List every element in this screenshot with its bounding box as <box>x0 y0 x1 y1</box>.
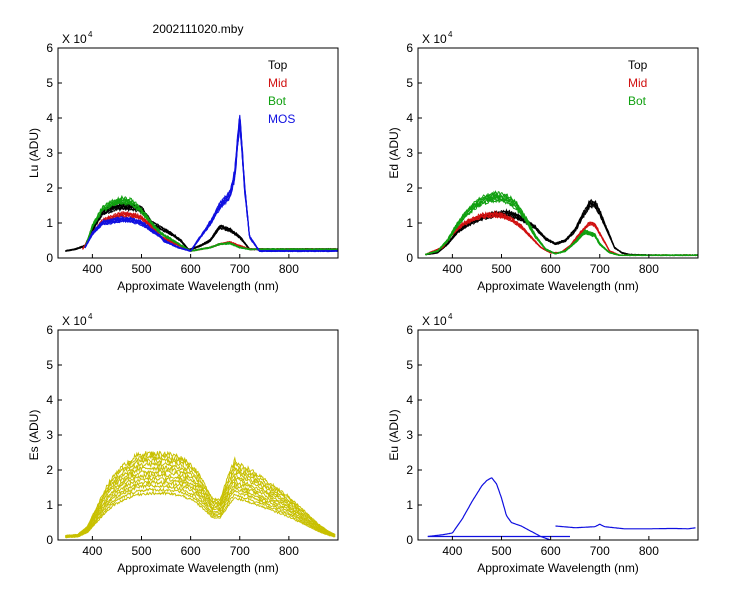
eu-xlabel: Approximate Wavelength (nm) <box>477 561 639 575</box>
ed-ytick-label-5: 5 <box>406 76 413 90</box>
lu-ytick-label-4: 4 <box>46 111 53 125</box>
lu-xtick-label-0: 400 <box>82 262 102 276</box>
es-ytick-label-3: 3 <box>46 428 53 442</box>
lu-legend-top: Top <box>268 58 288 72</box>
es-xtick-label-2: 600 <box>181 544 201 558</box>
es-xtick-label-4: 800 <box>279 544 299 558</box>
ed-xtick-label-4: 800 <box>639 262 659 276</box>
lu-legend-mos: MOS <box>268 112 295 126</box>
ed-ylabel: Ed (ADU) <box>387 127 401 178</box>
eu-series-eu-nir-line-0 <box>555 523 696 530</box>
es-xtick-label-3: 700 <box>230 544 250 558</box>
ed-ytick-label-2: 2 <box>406 181 413 195</box>
eu-ytick-label-1: 1 <box>406 498 413 512</box>
eu-yexponent-power: 4 <box>448 312 453 321</box>
eu-ytick-label-3: 3 <box>406 428 413 442</box>
eu-ylabel: Eu (ADU) <box>387 409 401 460</box>
ed-yexponent-power: 4 <box>448 30 453 39</box>
ed-series-bot-line-6 <box>425 190 698 256</box>
eu-ytick-label-4: 4 <box>406 393 413 407</box>
eu-xtick-label-2: 600 <box>541 544 561 558</box>
es-series-es-line-11 <box>65 450 336 537</box>
lu-ytick-label-5: 5 <box>46 76 53 90</box>
ed-xtick-label-0: 400 <box>442 262 462 276</box>
eu-xtick-label-4: 800 <box>639 544 659 558</box>
lu-ytick-label-0: 0 <box>46 251 53 265</box>
eu-ytick-label-6: 6 <box>406 323 413 337</box>
lu-yexponent-base: X 10 <box>62 32 87 46</box>
es-yexponent-base: X 10 <box>62 314 87 328</box>
ed-legend-top: Top <box>628 58 648 72</box>
ed-ytick-label-3: 3 <box>406 146 413 160</box>
es-ytick-label-1: 1 <box>46 498 53 512</box>
es-series-es-line-4 <box>65 476 336 538</box>
lu-plot-area <box>65 114 338 253</box>
es-series-es-line-8 <box>65 460 336 537</box>
eu-xtick-label-3: 700 <box>590 544 610 558</box>
lu-ytick-label-3: 3 <box>46 146 53 160</box>
ed-ytick-label-6: 6 <box>406 41 413 55</box>
es-series-es-line-6 <box>65 468 336 537</box>
lu-ytick-label-1: 1 <box>46 216 53 230</box>
es-ytick-label-2: 2 <box>46 463 53 477</box>
es-plot-area <box>65 450 336 539</box>
es-ylabel: Es (ADU) <box>27 410 41 461</box>
es-series-es-line-2 <box>65 483 336 538</box>
lu-series-bot-line-4 <box>84 194 338 252</box>
lu-ylabel: Lu (ADU) <box>27 128 41 178</box>
lu-xtick-label-3: 700 <box>230 262 250 276</box>
lu-xlabel: Approximate Wavelength (nm) <box>117 279 279 293</box>
ed-ytick-label-4: 4 <box>406 111 413 125</box>
eu-xtick-label-0: 400 <box>442 544 462 558</box>
es-series-es-line-1 <box>65 487 336 539</box>
ed-xtick-label-2: 600 <box>541 262 561 276</box>
ed-yexponent-base: X 10 <box>422 32 447 46</box>
es-ytick-label-4: 4 <box>46 393 53 407</box>
lu-ytick-label-2: 2 <box>46 181 53 195</box>
lu-legend-mid: Mid <box>268 76 287 90</box>
lu-legend-bot: Bot <box>268 94 287 108</box>
lu-ytick-label-6: 6 <box>46 41 53 55</box>
ed-ytick-label-1: 1 <box>406 216 413 230</box>
ed-legend-bot: Bot <box>628 94 647 108</box>
es-ytick-label-0: 0 <box>46 533 53 547</box>
ed-xtick-label-3: 700 <box>590 262 610 276</box>
ed-xtick-label-1: 500 <box>491 262 511 276</box>
es-xtick-label-1: 500 <box>131 544 151 558</box>
lu-xtick-label-1: 500 <box>131 262 151 276</box>
ed-plot-area <box>425 190 698 257</box>
figure-title: 2002111020.mby <box>153 22 244 36</box>
es-xlabel: Approximate Wavelength (nm) <box>117 561 279 575</box>
eu-ytick-label-2: 2 <box>406 463 413 477</box>
lu-xtick-label-4: 800 <box>279 262 299 276</box>
es-ytick-label-5: 5 <box>46 358 53 372</box>
eu-xtick-label-1: 500 <box>491 544 511 558</box>
lu-series-mos-line-6 <box>84 114 338 252</box>
ed-legend-mid: Mid <box>628 76 647 90</box>
es-xtick-label-0: 400 <box>82 544 102 558</box>
es-series-es-line-0 <box>65 490 336 539</box>
es-ytick-label-6: 6 <box>46 323 53 337</box>
eu-ytick-label-5: 5 <box>406 358 413 372</box>
lu-yexponent-power: 4 <box>88 30 93 39</box>
ed-ytick-label-0: 0 <box>406 251 413 265</box>
eu-ytick-label-0: 0 <box>406 533 413 547</box>
lu-xtick-label-2: 600 <box>181 262 201 276</box>
es-yexponent-power: 4 <box>88 312 93 321</box>
ed-xlabel: Approximate Wavelength (nm) <box>477 279 639 293</box>
eu-plot-area <box>427 477 696 540</box>
eu-series-eu-line-0 <box>427 477 551 540</box>
eu-yexponent-base: X 10 <box>422 314 447 328</box>
